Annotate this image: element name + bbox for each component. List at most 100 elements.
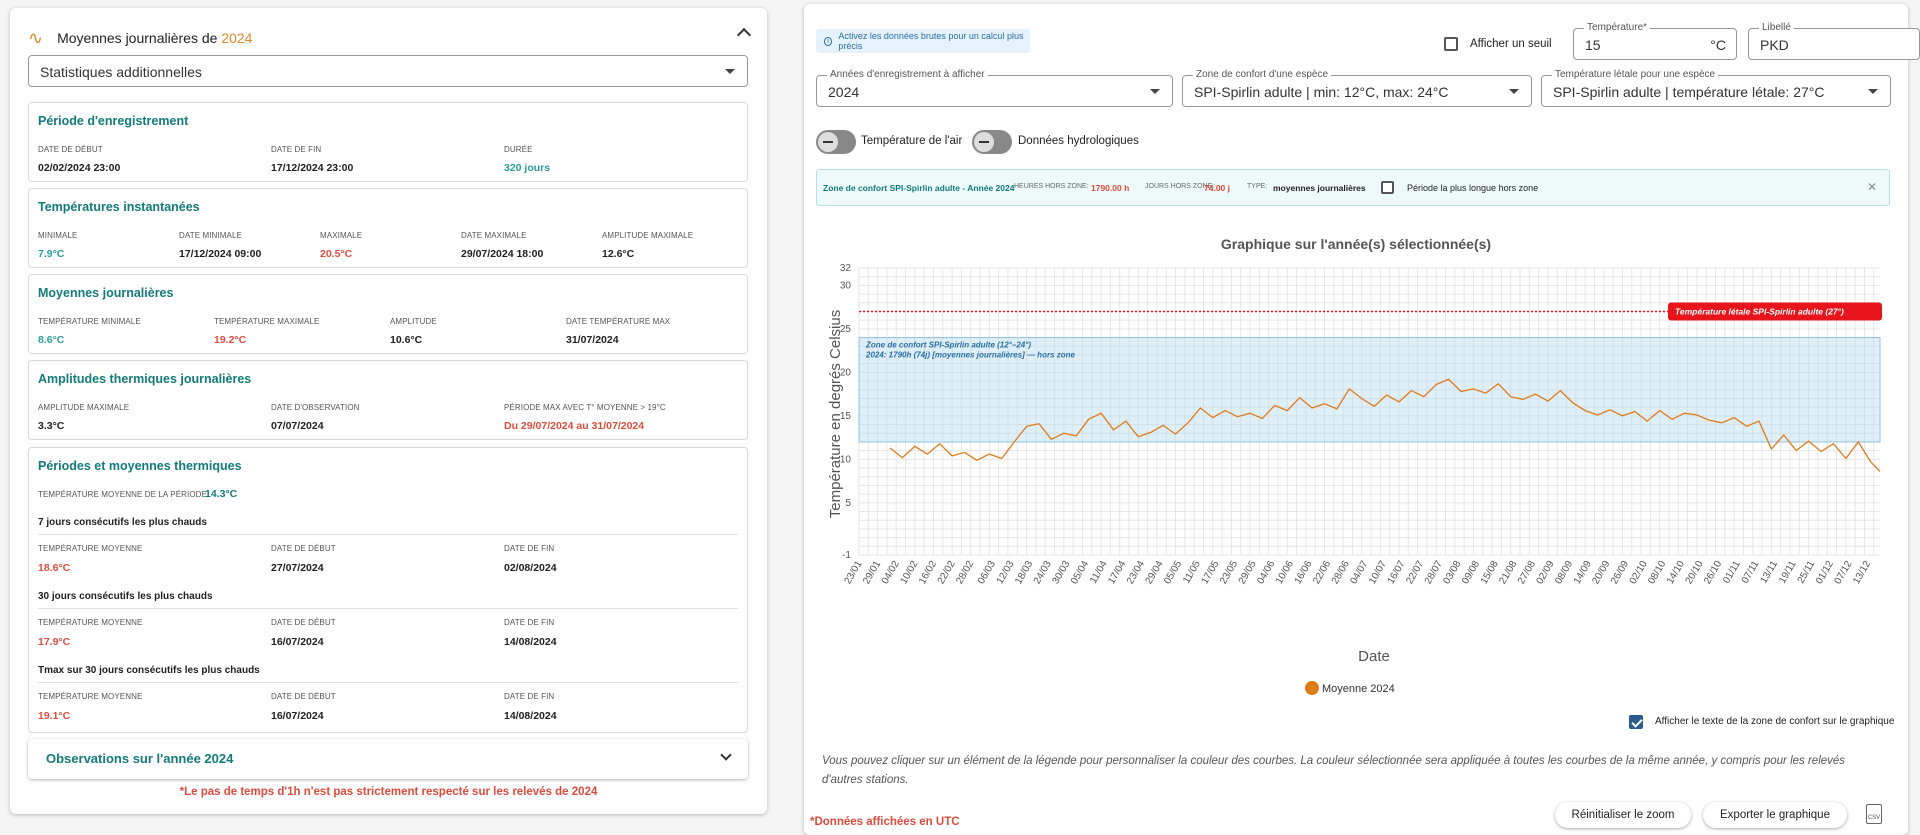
x-tick-label: 18/03 xyxy=(1013,559,1035,587)
export-chart-button[interactable]: Exporter le graphique xyxy=(1703,802,1847,828)
comfort-zone-select[interactable]: Zone de confort d'une espèce SPI-Spirlin… xyxy=(1182,69,1532,107)
zone-days-label: JOURS HORS ZONE: xyxy=(1145,183,1215,190)
hydro-toggle-label: Données hydrologiques xyxy=(1018,135,1139,147)
csv-download-icon[interactable]: CSV xyxy=(1866,804,1882,824)
per-avg-label: TEMPÉRATURE MOYENNE DE LA PÉRIODE xyxy=(38,490,207,499)
moy-date-label: DATE TEMPÉRATURE MAX xyxy=(566,317,671,326)
x-tick-label: 21/08 xyxy=(1497,559,1519,587)
card-periode-title: Période d'enregistrement xyxy=(38,114,189,128)
x-tick-label: 13/12 xyxy=(1851,559,1873,587)
x-tick-label: 10/07 xyxy=(1367,559,1389,587)
utc-note: *Données affichées en UTC xyxy=(810,816,960,828)
moy-tmin-value: 8.6°C xyxy=(38,334,65,346)
x-tick-label: 23/05 xyxy=(1218,559,1240,587)
lethal-temp-select[interactable]: Température létale pour une espèce SPI-S… xyxy=(1541,69,1891,107)
threshold-label: Afficher un seuil xyxy=(1470,38,1552,50)
x-tick-label: 02/10 xyxy=(1628,559,1650,587)
raw-data-info: i Activez les données brutes pour un cal… xyxy=(816,29,1030,53)
zone-type-label: TYPE: xyxy=(1247,183,1268,190)
comfort-zone-label: Zone de confort SPI-Spirlin adulte (12°–… xyxy=(865,341,1031,350)
x-tick-label: 16/06 xyxy=(1293,559,1315,587)
hydro-toggle[interactable] xyxy=(972,130,1012,154)
duration-value: 320 jours xyxy=(504,162,551,174)
collapse-chevron-icon[interactable] xyxy=(736,27,752,43)
zone-type-value: moyennes journalières xyxy=(1273,183,1366,193)
inst-date-max-label: DATE MAXIMALE xyxy=(461,231,527,240)
x-tick-label: 12/03 xyxy=(995,559,1017,587)
threshold-label-input[interactable]: Libellé PKD xyxy=(1748,22,1920,60)
x-tick-label: 28/06 xyxy=(1330,559,1352,587)
show-zone-text-label: Afficher le texte de la zone de confort … xyxy=(1655,716,1895,727)
stats-type-select[interactable]: Statistiques additionnelles xyxy=(28,55,748,87)
moy-tmin-label: TEMPÉRATURE MINIMALE xyxy=(38,317,141,326)
x-tick-label: 01/12 xyxy=(1814,559,1836,587)
years-select[interactable]: Années d'enregistrement à afficher 2024 xyxy=(816,69,1173,107)
block3-label2: DATE DE DÉBUT xyxy=(271,692,336,701)
wave-icon: ∿ xyxy=(28,27,44,48)
card-amplitudes-title: Amplitudes thermiques journalières xyxy=(38,372,252,386)
lethal-temp-value: SPI-Spirlin adulte | température létale:… xyxy=(1553,84,1825,100)
threshold-checkbox[interactable] xyxy=(1444,37,1458,51)
moy-tmax-label: TEMPÉRATURE MAXIMALE xyxy=(214,317,320,326)
series-line-moyenne-2024[interactable] xyxy=(889,378,1881,472)
x-tick-label: 14/09 xyxy=(1572,559,1594,587)
x-tick-label: 15/08 xyxy=(1479,559,1501,587)
block1-label2: DATE DE DÉBUT xyxy=(271,544,336,553)
card-amplitudes: Amplitudes thermiques journalières AMPLI… xyxy=(28,360,748,440)
x-tick-label: 20/09 xyxy=(1590,559,1612,587)
show-zone-text-checkbox[interactable] xyxy=(1629,715,1643,729)
legend-color-note: Vous pouvez cliquer sur un élément de la… xyxy=(822,755,1846,786)
x-tick-label: 07/12 xyxy=(1833,559,1855,587)
inst-date-min-value: 17/12/2024 09:00 xyxy=(179,248,262,260)
x-tick-label: 10/06 xyxy=(1274,559,1296,587)
x-tick-label: 28/07 xyxy=(1423,559,1445,587)
end-date-value: 17/12/2024 23:00 xyxy=(271,162,354,174)
x-tick-label: 02/09 xyxy=(1535,559,1557,587)
x-tick-label: 23/01 xyxy=(843,559,865,587)
inst-amp-value: 12.6°C xyxy=(602,248,635,260)
card-instant: Températures instantanées MINIMALE 7.9°C… xyxy=(28,188,748,268)
comfort-zone-label: Zone de confort d'une espèce xyxy=(1193,69,1332,80)
observations-title: Observations sur l'année 2024 xyxy=(46,751,234,766)
x-tick-label: 26/10 xyxy=(1702,559,1724,587)
x-tick-label: 22/07 xyxy=(1404,559,1426,587)
block2-value1: 17.9°C xyxy=(38,636,71,648)
legend-marker[interactable] xyxy=(1305,681,1319,695)
block3-value3: 14/08/2024 xyxy=(504,710,557,722)
x-tick-label: 16/07 xyxy=(1386,559,1408,587)
block3-value1: 19.1°C xyxy=(38,710,71,722)
x-tick-label: 19/11 xyxy=(1777,559,1799,586)
y-tick-label: 5 xyxy=(845,498,851,509)
block1-label1: TEMPÉRATURE MOYENNE xyxy=(38,544,143,553)
x-tick-label: 27/08 xyxy=(1516,559,1538,587)
x-tick-label: 16/02 xyxy=(917,559,939,587)
ampl-amp-label: AMPLITUDE MAXIMALE xyxy=(38,403,130,412)
y-tick-label: 20 xyxy=(840,367,852,378)
x-tick-label: 08/09 xyxy=(1553,559,1575,587)
x-tick-label: 20/10 xyxy=(1684,559,1706,587)
x-tick-label: 26/09 xyxy=(1609,559,1631,587)
air-temp-toggle[interactable] xyxy=(816,130,856,154)
threshold-temp-input[interactable]: Température* 15 °C xyxy=(1573,22,1737,60)
stats-panel-header[interactable]: ∿ Moyennes journalières de 2024 xyxy=(28,22,252,54)
libelle-label: Libellé xyxy=(1759,22,1794,33)
y-tick-label: -1 xyxy=(842,550,851,561)
observations-expander[interactable]: Observations sur l'année 2024 xyxy=(28,739,748,779)
moy-tmax-value: 19.2°C xyxy=(214,334,247,346)
x-tick-label: 17/05 xyxy=(1199,559,1221,587)
reset-zoom-button[interactable]: Réinitialiser le zoom xyxy=(1555,802,1691,828)
temperature-chart[interactable]: Graphique sur l'année(s) sélectionnée(s)… xyxy=(804,224,1908,724)
block3-title: Tmax sur 30 jours consécutifs les plus c… xyxy=(38,665,260,676)
card-periodes: Périodes et moyennes thermiques TEMPÉRAT… xyxy=(28,447,748,733)
threshold-temp-label: Température* xyxy=(1584,22,1651,33)
longest-period-checkbox[interactable] xyxy=(1381,181,1394,194)
x-tick-label: 17/04 xyxy=(1106,559,1128,587)
inst-date-min-label: DATE MINIMALE xyxy=(179,231,242,240)
years-value: 2024 xyxy=(828,84,860,100)
legend-label[interactable]: Moyenne 2024 xyxy=(1322,683,1395,695)
card-periode: Période d'enregistrement DATE DE DÉBUT 0… xyxy=(28,102,748,182)
close-icon[interactable]: ✕ xyxy=(1866,180,1877,194)
x-tick-label: 05/05 xyxy=(1162,559,1184,587)
chart-panel: i Activez les données brutes pour un cal… xyxy=(804,4,1920,835)
lethal-temp-badge xyxy=(1668,302,1882,321)
